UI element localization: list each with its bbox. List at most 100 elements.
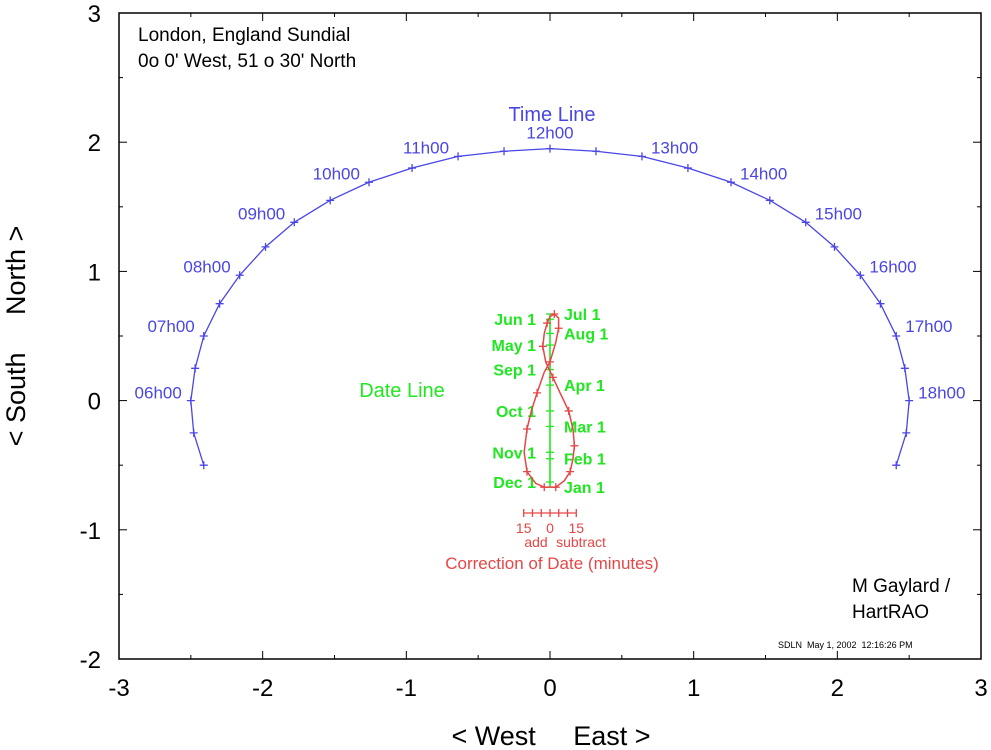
analemma-marker bbox=[564, 406, 573, 415]
frame-ticks bbox=[118, 12, 982, 660]
analemma-marker bbox=[546, 357, 554, 366]
title-line-1: London, England Sundial bbox=[138, 25, 350, 46]
date-line: Jan 1 Feb 1 Mar 1 Apr 1 May 1 Jun 1 Jul 1 Aug 1… bbox=[492, 307, 609, 497]
month-label: May 1 bbox=[492, 338, 537, 355]
time-line-marker bbox=[856, 271, 865, 280]
author-line-2: HartRAO bbox=[852, 602, 929, 623]
time-line: 06h00 07h00 08h00 09h00 10h00 11h00 12h00 13h00… bbox=[135, 124, 965, 470]
analemma bbox=[523, 310, 579, 492]
x-tick-label: -2 bbox=[252, 675, 273, 702]
month-label: Jun 1 bbox=[494, 312, 536, 329]
month-label: Nov 1 bbox=[492, 445, 536, 462]
month-label: Sep 1 bbox=[493, 363, 536, 380]
correction-scale: 15 0 15 bbox=[516, 509, 584, 536]
y-tick-label: 2 bbox=[88, 130, 101, 157]
analemma-marker bbox=[523, 425, 532, 434]
analemma-marker bbox=[523, 467, 532, 476]
analemma-curve bbox=[523, 313, 576, 488]
hour-label: 06h00 bbox=[135, 384, 182, 403]
x-tick-label: -1 bbox=[396, 675, 417, 702]
x-tick-label: 2 bbox=[831, 675, 844, 702]
time-line-marker bbox=[454, 152, 463, 161]
y-tick-label: 3 bbox=[88, 1, 101, 28]
analemma-marker bbox=[548, 373, 557, 382]
x-tick-label: -3 bbox=[108, 675, 129, 702]
time-line-marker bbox=[892, 332, 901, 340]
x-tick-label: 3 bbox=[974, 675, 987, 702]
hour-label: 17h00 bbox=[905, 317, 952, 336]
time-line-marker bbox=[900, 364, 909, 373]
time-line-marker bbox=[591, 147, 600, 156]
timestamp: SDLN May 1, 2002 12:16:26 PM bbox=[778, 640, 913, 650]
hour-label: 11h00 bbox=[403, 138, 449, 157]
analemma-marker bbox=[551, 483, 560, 492]
analemma-marker bbox=[566, 467, 575, 476]
month-label: Dec 1 bbox=[493, 475, 536, 492]
y-tick-label: 1 bbox=[88, 259, 101, 286]
hour-label: 18h00 bbox=[918, 384, 965, 403]
month-label: Apr 1 bbox=[564, 378, 605, 395]
analemma-marker bbox=[543, 319, 552, 328]
time-line-marker bbox=[892, 461, 901, 470]
time-line-title: Time Line bbox=[508, 104, 595, 126]
time-line-marker bbox=[683, 164, 692, 173]
y-tick-label: -1 bbox=[80, 518, 101, 545]
hour-label: 14h00 bbox=[740, 164, 787, 183]
y-tick-label: -2 bbox=[80, 647, 101, 674]
hour-label: 09h00 bbox=[238, 204, 285, 223]
time-line-marker bbox=[191, 364, 200, 373]
hour-label: 13h00 bbox=[651, 138, 698, 157]
analemma-marker bbox=[540, 483, 549, 492]
time-line-marker bbox=[546, 144, 554, 153]
title-line-2: 0o 0' West, 51 o 30' North bbox=[138, 51, 356, 72]
hour-label: 12h00 bbox=[526, 124, 573, 143]
time-line-marker bbox=[727, 178, 736, 187]
y-axis-title: < South North > bbox=[1, 226, 31, 447]
time-line-marker bbox=[765, 196, 774, 205]
time-line-marker bbox=[215, 299, 224, 308]
month-label: Jan 1 bbox=[564, 480, 605, 497]
correction-tick-label: 0 bbox=[546, 520, 554, 536]
time-line-marker bbox=[186, 396, 195, 405]
time-line-marker bbox=[290, 218, 299, 227]
time-line-marker bbox=[905, 396, 914, 405]
hour-label: 15h00 bbox=[815, 204, 862, 223]
correction-subtract-label: subtract bbox=[556, 534, 606, 550]
time-line-marker bbox=[235, 271, 244, 280]
month-label: Oct 1 bbox=[496, 404, 536, 421]
time-line-marker bbox=[902, 428, 911, 437]
correction-tick-label: 15 bbox=[516, 520, 532, 536]
x-tick-label: 0 bbox=[543, 675, 556, 702]
time-line-marker bbox=[801, 218, 810, 227]
time-line-marker bbox=[637, 152, 646, 161]
time-line-marker bbox=[261, 242, 270, 251]
analemma-marker bbox=[554, 324, 563, 333]
month-label: Jul 1 bbox=[564, 307, 601, 324]
analemma-marker bbox=[570, 441, 579, 450]
analemma-marker bbox=[550, 310, 559, 319]
analemma-marker bbox=[538, 342, 547, 351]
hour-label: 07h00 bbox=[147, 317, 194, 336]
author-line-1: M Gaylard / bbox=[852, 576, 951, 597]
month-label: Mar 1 bbox=[564, 419, 606, 436]
time-line-marker bbox=[876, 299, 885, 308]
time-line-marker bbox=[408, 164, 417, 173]
x-axis-title: < West East > bbox=[451, 721, 650, 750]
time-line-marker bbox=[199, 332, 208, 340]
y-tick-labels: 3 2 1 0 -1 -2 bbox=[80, 1, 101, 674]
y-tick-label: 0 bbox=[88, 389, 101, 416]
x-tick-label: 1 bbox=[687, 675, 700, 702]
correction-title: Correction of Date (minutes) bbox=[445, 554, 659, 573]
time-line-marker bbox=[189, 428, 198, 437]
time-line-marker bbox=[199, 461, 208, 470]
x-tick-labels: -3 -2 -1 0 1 2 3 bbox=[108, 675, 987, 702]
month-label: Aug 1 bbox=[564, 326, 609, 343]
time-line-marker bbox=[500, 147, 509, 156]
correction-add-label: add bbox=[524, 534, 547, 550]
time-line-marker bbox=[326, 196, 335, 205]
correction-tick-label: 15 bbox=[569, 520, 585, 536]
hour-label: 08h00 bbox=[183, 257, 230, 276]
hour-label: 16h00 bbox=[869, 257, 916, 276]
hour-label: 10h00 bbox=[313, 164, 360, 183]
date-line-title: Date Line bbox=[359, 380, 445, 402]
